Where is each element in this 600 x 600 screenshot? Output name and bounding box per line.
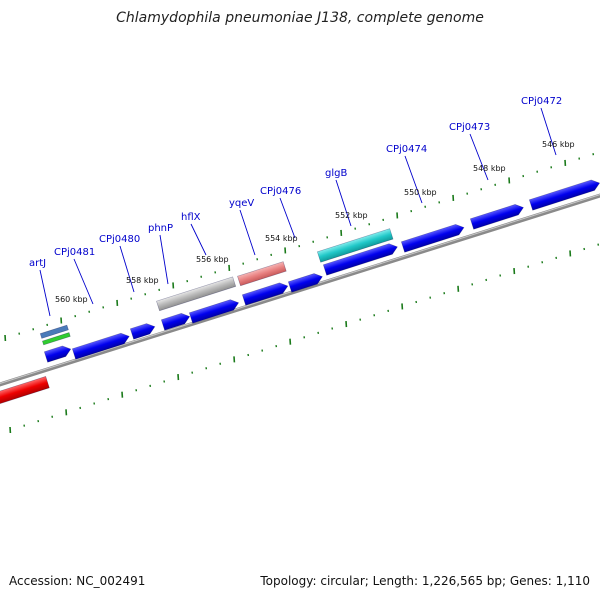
gene-leader-line bbox=[239, 209, 256, 256]
gene-leader-line bbox=[190, 223, 207, 256]
gene-leader-line bbox=[404, 155, 423, 204]
grey-feature-box bbox=[156, 276, 237, 312]
gene-label: CPj0480 bbox=[99, 234, 140, 245]
gene-label: CPj0474 bbox=[386, 144, 427, 155]
gene-leader-line bbox=[279, 197, 296, 239]
scale-label: 552 kbp bbox=[335, 211, 368, 220]
gene-leader-line bbox=[119, 245, 135, 293]
genome-summary: Topology: circular; Length: 1,226,565 bp… bbox=[260, 574, 590, 588]
scale-label: 550 kbp bbox=[404, 188, 437, 197]
forward-gene-arrow bbox=[400, 224, 465, 253]
forward-gene-arrow bbox=[188, 299, 240, 324]
accession-label: Accession: NC_002491 bbox=[9, 574, 146, 588]
cyan-feature-box bbox=[316, 228, 394, 263]
forward-gene-arrow bbox=[43, 345, 72, 363]
gene-label: CPj0476 bbox=[260, 186, 301, 197]
scale-label: 558 kbp bbox=[126, 276, 159, 285]
gene-leader-line bbox=[73, 258, 94, 305]
forward-gene-arrow bbox=[528, 179, 600, 211]
gene-leader-line bbox=[39, 269, 51, 317]
gene-label: hflX bbox=[181, 212, 201, 223]
scale-label: 556 kbp bbox=[196, 255, 229, 264]
pink-feature-box bbox=[237, 261, 287, 287]
gene-label: CPj0481 bbox=[54, 247, 95, 258]
forward-gene-arrow bbox=[71, 332, 130, 360]
artj-blue-box bbox=[39, 324, 69, 339]
gene-label: CPj0472 bbox=[521, 96, 562, 107]
feature-layer bbox=[0, 179, 600, 405]
forward-gene-arrow bbox=[322, 243, 398, 276]
gene-label: glgB bbox=[325, 168, 347, 179]
gene-label: yqeV bbox=[229, 198, 254, 209]
tick-layer bbox=[4, 153, 600, 434]
gene-leader-line bbox=[469, 133, 489, 181]
scale-label: 554 kbp bbox=[265, 234, 298, 243]
artj-green-box bbox=[42, 332, 71, 346]
forward-gene-arrow bbox=[241, 282, 289, 306]
forward-gene-arrow bbox=[469, 204, 524, 230]
leader-layer bbox=[39, 107, 557, 317]
forward-gene-arrow bbox=[129, 323, 156, 340]
gene-leader-line bbox=[335, 179, 352, 227]
label-layer: 560 kbp 558 kbp 556 kbp 554 kbp 552 kbp 550 k… bbox=[29, 96, 575, 304]
gene-label: phnP bbox=[148, 223, 173, 234]
forward-gene-arrow bbox=[160, 313, 191, 331]
forward-gene-arrow bbox=[287, 273, 323, 293]
scale-label: 548 kbp bbox=[473, 164, 506, 173]
scale-label: 546 kbp bbox=[542, 140, 575, 149]
gene-leader-line bbox=[540, 107, 557, 156]
gene-label: artJ bbox=[29, 258, 46, 269]
map-title: Chlamydophila pneumoniae J138, complete … bbox=[116, 10, 484, 26]
gene-leader-line bbox=[159, 234, 169, 285]
scale-label: 560 kbp bbox=[55, 295, 88, 304]
genome-backbone bbox=[0, 193, 600, 387]
gene-label: CPj0473 bbox=[449, 122, 490, 133]
red-feature-box bbox=[0, 376, 50, 405]
